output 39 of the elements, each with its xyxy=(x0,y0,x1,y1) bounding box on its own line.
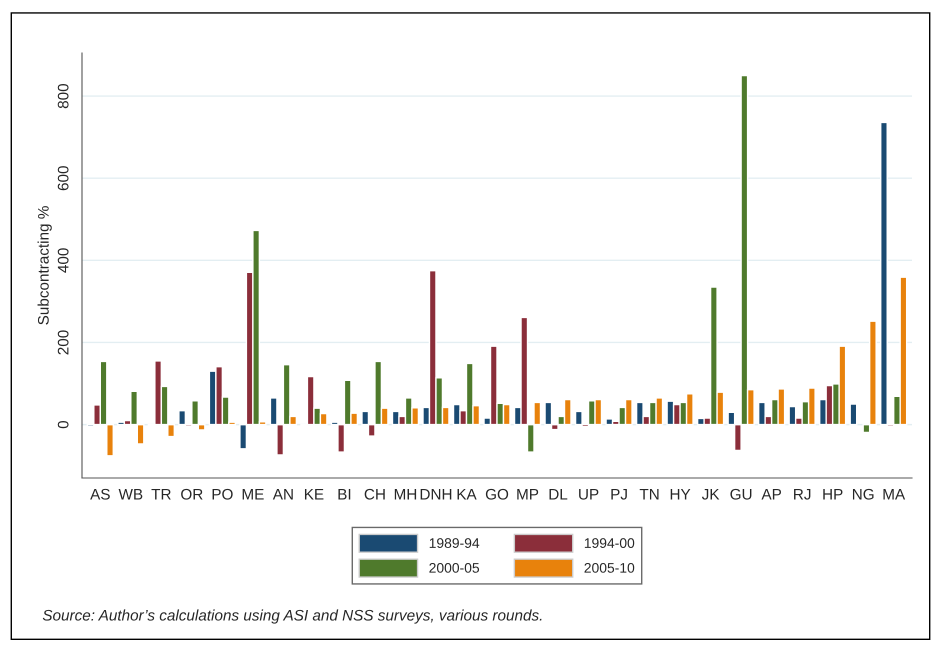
x-tick-label: DNH xyxy=(420,488,452,500)
y-tick-label: 400 xyxy=(58,248,69,273)
source-note: Source: Author’s calculations using ASI and NSS surveys, various rounds. xyxy=(42,609,542,624)
x-tick-label: RJ xyxy=(794,488,810,500)
legend-label: 2000-05 xyxy=(429,562,480,573)
x-tick-label: TN xyxy=(640,488,659,500)
y-tick-label: 0 xyxy=(58,420,69,428)
x-tick-label: AP xyxy=(761,488,782,500)
x-tick-label: PJ xyxy=(611,488,627,500)
bar xyxy=(850,403,858,426)
x-tick-label: WB xyxy=(118,488,142,500)
x-tick-label: GO xyxy=(486,488,508,500)
x-tick-label: BI xyxy=(338,488,350,500)
legend-label: 1989-94 xyxy=(430,538,480,548)
x-tick-label: AN xyxy=(272,488,293,500)
x-tick-label: HY xyxy=(670,488,690,500)
x-tick-label: UP xyxy=(579,488,598,500)
x-tick-label: DL xyxy=(550,488,568,500)
x-tick-label: MA xyxy=(883,488,906,500)
x-tick-label: KA xyxy=(458,488,477,500)
x-tick-label: HP xyxy=(823,488,842,500)
x-tick-label: TR xyxy=(152,488,171,500)
y-tick-label: 200 xyxy=(58,330,69,354)
x-tick-label: GU xyxy=(730,488,752,500)
x-tick-label: JK xyxy=(702,488,720,500)
x-tick-label: OR xyxy=(181,488,203,500)
x-tick-label: NG xyxy=(852,488,874,500)
y-tick-label: 600 xyxy=(58,166,69,190)
x-tick-label: PO xyxy=(212,488,233,500)
x-tick-label: MP xyxy=(517,488,538,500)
x-tick-label: CH xyxy=(364,488,385,500)
y-tick-label: 800 xyxy=(58,84,69,108)
x-tick-label: MH xyxy=(394,488,416,500)
x-tick-label: ME xyxy=(242,488,264,500)
y-axis-title: Subcontracting % xyxy=(38,206,52,325)
legend-label: 1994-00 xyxy=(584,538,634,548)
x-tick-label: KE xyxy=(304,488,324,500)
legend-label: 2005-10 xyxy=(584,562,634,573)
x-tick-label: AS xyxy=(90,488,110,500)
